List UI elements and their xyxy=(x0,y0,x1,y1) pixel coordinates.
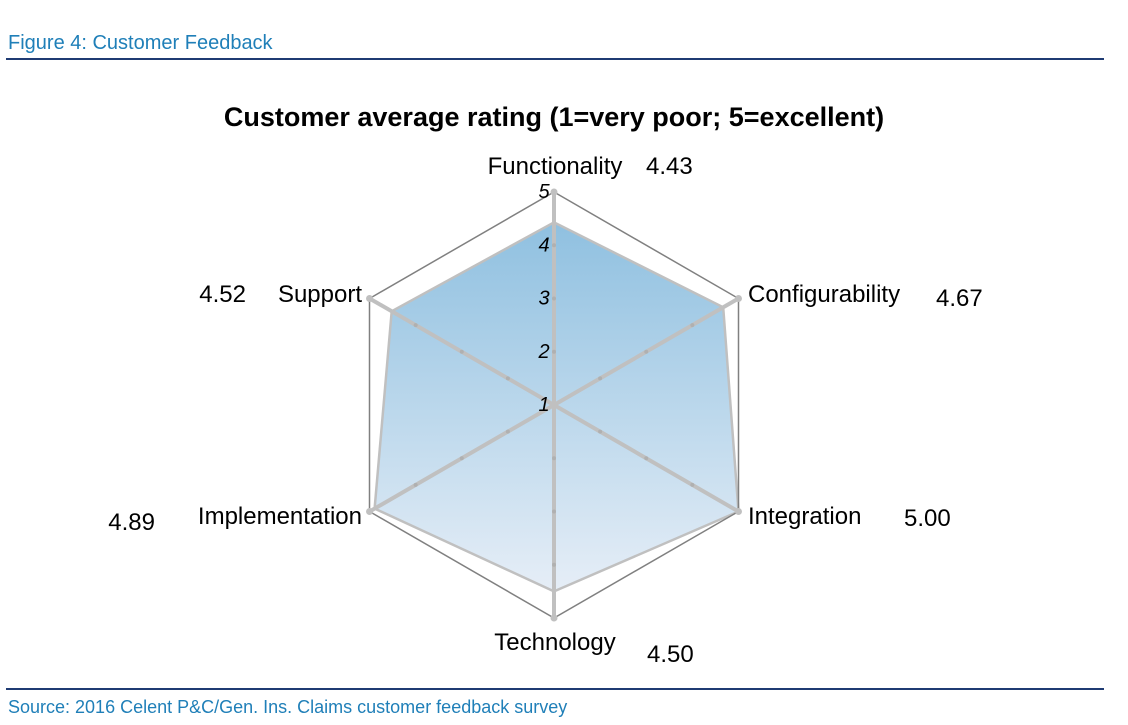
axis-tick-mark xyxy=(459,456,464,461)
data-value-label: 4.43 xyxy=(646,153,693,180)
axis-end-marker xyxy=(550,188,558,196)
radial-tick-label: 4 xyxy=(538,234,549,256)
chart-title: Customer average rating (1=very poor; 5=… xyxy=(224,102,884,132)
axis-tick-mark xyxy=(644,349,649,354)
data-value-label: 4.89 xyxy=(108,509,155,536)
axis-tick-mark xyxy=(552,456,556,461)
axis-tick-mark xyxy=(690,323,695,328)
radial-tick-label: 3 xyxy=(538,288,549,310)
figure-title: Figure 4: Customer Feedback xyxy=(8,32,273,54)
category-label: Configurability xyxy=(748,281,900,308)
axis-tick-mark xyxy=(552,509,556,514)
radial-tick-label: 2 xyxy=(537,341,549,363)
axis-end-marker xyxy=(734,508,742,515)
category-label: Technology xyxy=(494,629,615,656)
axis-tick-mark xyxy=(505,429,510,434)
axis-tick-mark xyxy=(505,376,510,381)
axis-tick-mark xyxy=(552,296,556,301)
data-value-label: 5.00 xyxy=(904,505,951,532)
category-label: Support xyxy=(278,281,362,308)
axis-end-marker xyxy=(366,295,374,302)
axis-end-marker xyxy=(550,614,558,622)
top-divider xyxy=(6,58,1104,60)
axis-tick-mark xyxy=(598,376,603,381)
category-label: Integration xyxy=(748,503,861,530)
data-value-label: 4.52 xyxy=(199,281,246,308)
axis-tick-mark xyxy=(552,562,556,567)
axis-tick-mark xyxy=(552,349,556,354)
axis-tick-mark xyxy=(690,482,695,487)
radial-tick-label: 1 xyxy=(538,394,549,416)
axis-tick-mark xyxy=(459,349,464,354)
axis-end-marker xyxy=(734,295,742,302)
axis-tick-mark xyxy=(413,482,418,487)
source-note: Source: 2016 Celent P&C/Gen. Ins. Claims… xyxy=(8,697,568,717)
axis-tick-mark xyxy=(413,323,418,328)
category-label: Implementation xyxy=(198,503,362,530)
axis-end-marker xyxy=(366,508,374,515)
axis-tick-mark xyxy=(598,429,603,434)
radial-tick-label: 5 xyxy=(538,181,550,203)
category-label: Functionality xyxy=(488,153,623,180)
axis-tick-mark xyxy=(552,243,556,248)
axis-tick-mark xyxy=(644,456,649,461)
data-value-label: 4.50 xyxy=(647,641,694,668)
bottom-divider xyxy=(6,688,1104,690)
data-value-label: 4.67 xyxy=(936,285,983,312)
